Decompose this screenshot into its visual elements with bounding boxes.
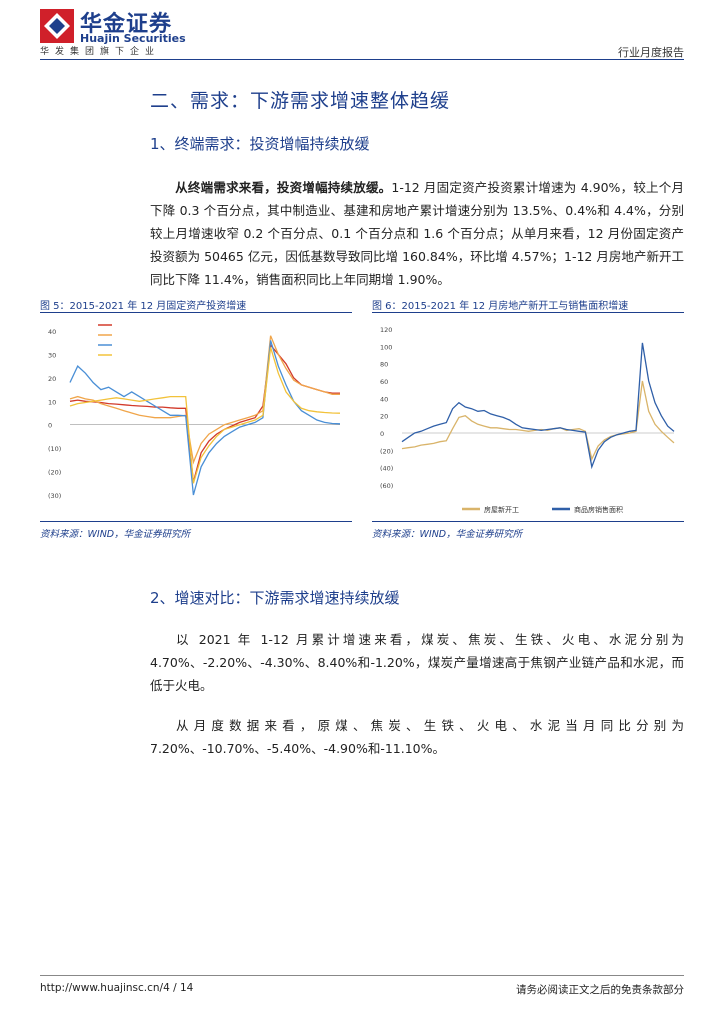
figure-6-title: 图 6：2015-2021 年 12 月房地产新开工与销售面积增速 [372,301,629,312]
subsection-2-title: 2、增速对比：下游需求增速持续放缓 [150,589,400,607]
figure-5-box: 40 30 20 10 0 (10) (20) (30) [40,312,352,522]
figure-5-chart: 40 30 20 10 0 (10) (20) (30) [48,324,341,500]
subsection-1-title: 1、终端需求：投资增幅持续放缓 [150,135,370,153]
subsection-1-text: 1-12 月固定资产投资累计增速为 4.90%，较上个月下降 0.3 个百分点，… [150,180,684,287]
fig5-ytick-label: (10) [48,445,61,453]
fig6-ytick-label: (20) [380,447,393,455]
subsection-2-paragraph-2: 从月度数据来看，原煤、焦炭、生铁、火电、水泥当月同比分别为 7.20%、-10.… [150,718,684,756]
figure-6-box: 120 100 80 60 40 20 0 (20) (40) (60) 房屋新开工 商品房销售面积 [372,312,684,522]
report-type: 行业月度报告 [618,46,684,59]
fig6-legend-label: 商品房销售面积 [574,505,623,514]
fig6-ytick-label: 0 [380,430,384,438]
figure-6-chart: 120 100 80 60 40 20 0 (20) (40) (60) 房屋新开工 商品房销售面积 [380,326,675,514]
fig6-series-1-line [401,342,675,470]
fig5-ytick-label: 10 [48,398,56,406]
subsection-1-paragraph: 从终端需求来看，投资增幅持续放缓。1-12 月固定资产投资累计增速为 4.90%… [150,176,684,291]
fig6-ytick-label: 120 [380,326,392,334]
header-divider [40,59,684,60]
subsection-1-lead: 从终端需求来看，投资增幅持续放缓。 [175,180,392,195]
fig5-ytick-label: (30) [48,492,61,500]
footer-disclaimer: 请务必阅读正文之后的免责条款部分 [516,984,684,996]
fig6-ytick-label: 20 [380,413,388,421]
fig5-ytick-label: 40 [48,328,56,336]
fig5-series-3-line [69,347,341,484]
fig5-series-0-line [69,343,340,483]
section-title: 二、需求：下游需求增速整体趋缓 [150,90,451,112]
figure-5-title: 图 5：2015-2021 年 12 月固定资产投资增速 [40,301,247,312]
figure-5-source: 资料来源：WIND，华金证券研究所 [40,529,191,540]
fig6-ytick-label: 40 [380,395,388,403]
logo-text-en: Huajin Securities [80,32,186,45]
fig5-ytick-label: 0 [48,422,52,430]
subsection-2-paragraph-1: 以 2021 年 1-12 月累计增速来看，煤炭、焦炭、生铁、火电、水泥分别为 … [150,632,684,693]
figure-6-source: 资料来源：WIND，华金证券研究所 [372,529,523,540]
footer-url: http://www.huajinsc.cn/4 / 14 [40,982,194,994]
fig6-legend-label: 房屋新开工 [484,505,519,514]
fig5-series-1-line [69,335,340,465]
fig5-series-2-line [69,340,341,496]
fig6-ytick-label: 100 [380,343,392,351]
fig5-ytick-label: (20) [48,469,61,477]
fig5-ytick-label: 20 [48,375,56,383]
fig6-series-0-line [401,380,675,461]
fig6-ytick-label: (40) [380,465,393,473]
logo-text-cn: 华金证券 [80,12,173,37]
fig5-ytick-label: 30 [48,351,56,359]
group-tagline: 华发集团旗下企业 [40,47,161,57]
fig6-ytick-label: 80 [380,361,388,369]
footer-divider [40,975,684,976]
fig6-ytick-label: (60) [380,482,393,490]
fig6-ytick-label: 60 [380,378,388,386]
huajin-logo-icon [40,9,74,43]
